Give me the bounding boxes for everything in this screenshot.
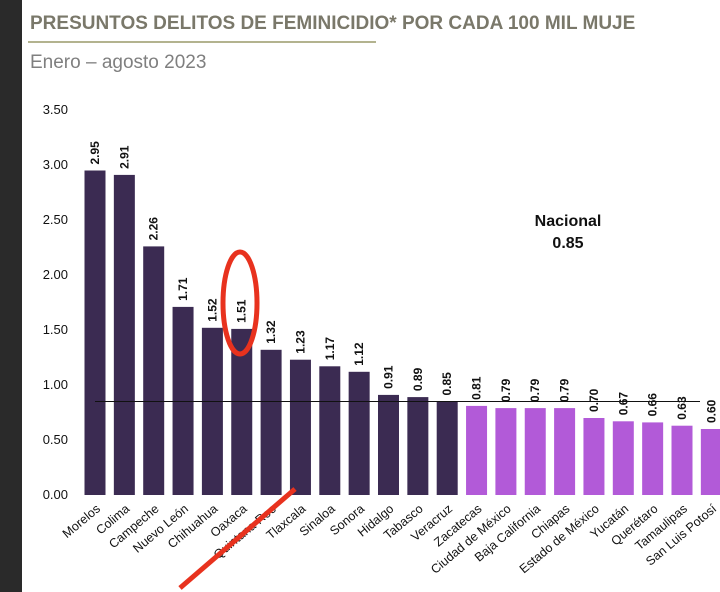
bar [231, 328, 253, 495]
bar [495, 408, 517, 495]
bar [524, 408, 546, 495]
bar [172, 306, 194, 495]
chart-title: PRESUNTOS DELITOS DE FEMINICIDIO* POR CA… [30, 13, 635, 34]
bar [466, 405, 488, 495]
chart-subtitle: Enero – agosto 2023 [30, 52, 206, 73]
bar [583, 418, 605, 495]
value-label: 1.51 [235, 299, 249, 323]
value-label: 0.67 [616, 392, 630, 416]
bar [671, 425, 693, 495]
value-label: 1.12 [352, 342, 366, 366]
y-tick-label: 2.50 [43, 212, 68, 227]
value-label: 0.85 [440, 372, 454, 396]
value-label: 0.79 [528, 378, 542, 402]
value-label: 0.89 [411, 367, 425, 391]
bar [143, 246, 165, 495]
bar [84, 170, 106, 495]
left-edge [0, 0, 22, 592]
bar [554, 408, 576, 495]
value-label: 0.91 [382, 365, 396, 389]
value-label: 2.26 [147, 217, 161, 241]
value-label: 2.95 [88, 141, 102, 165]
value-label: 1.23 [293, 330, 307, 354]
y-tick-label: 0.50 [43, 432, 68, 447]
value-label: 2.91 [117, 145, 131, 169]
value-label: 0.63 [675, 396, 689, 420]
value-label: 0.79 [558, 378, 572, 402]
highlight-slash [178, 487, 297, 590]
highlight-ellipse [220, 249, 260, 357]
bar [201, 327, 223, 495]
bar [612, 421, 634, 495]
value-label: 0.79 [499, 378, 513, 402]
value-label: 1.52 [205, 298, 219, 322]
bar [260, 349, 282, 495]
y-tick-label: 2.00 [43, 267, 68, 282]
bar [319, 366, 341, 495]
value-label: 0.81 [470, 376, 484, 400]
y-tick-label: 1.50 [43, 322, 68, 337]
y-tick-label: 1.00 [43, 377, 68, 392]
y-tick-label: 3.00 [43, 157, 68, 172]
bar [700, 429, 720, 495]
bar [289, 359, 311, 495]
bar [348, 371, 370, 495]
value-label: 0.60 [704, 399, 718, 423]
y-tick-label: 0.00 [43, 487, 68, 502]
reference-label: Nacional [535, 213, 602, 230]
value-label: 0.66 [646, 393, 660, 417]
bar [407, 397, 429, 495]
value-label: 0.70 [587, 388, 601, 412]
bar [436, 401, 458, 495]
value-label: 1.32 [264, 320, 278, 344]
bar [642, 422, 664, 495]
y-tick-label: 3.50 [43, 102, 68, 117]
value-label: 1.17 [323, 337, 337, 361]
bar [113, 174, 135, 495]
bar [378, 394, 399, 495]
value-label: 1.71 [176, 277, 190, 301]
reference-value: 0.85 [552, 235, 583, 252]
